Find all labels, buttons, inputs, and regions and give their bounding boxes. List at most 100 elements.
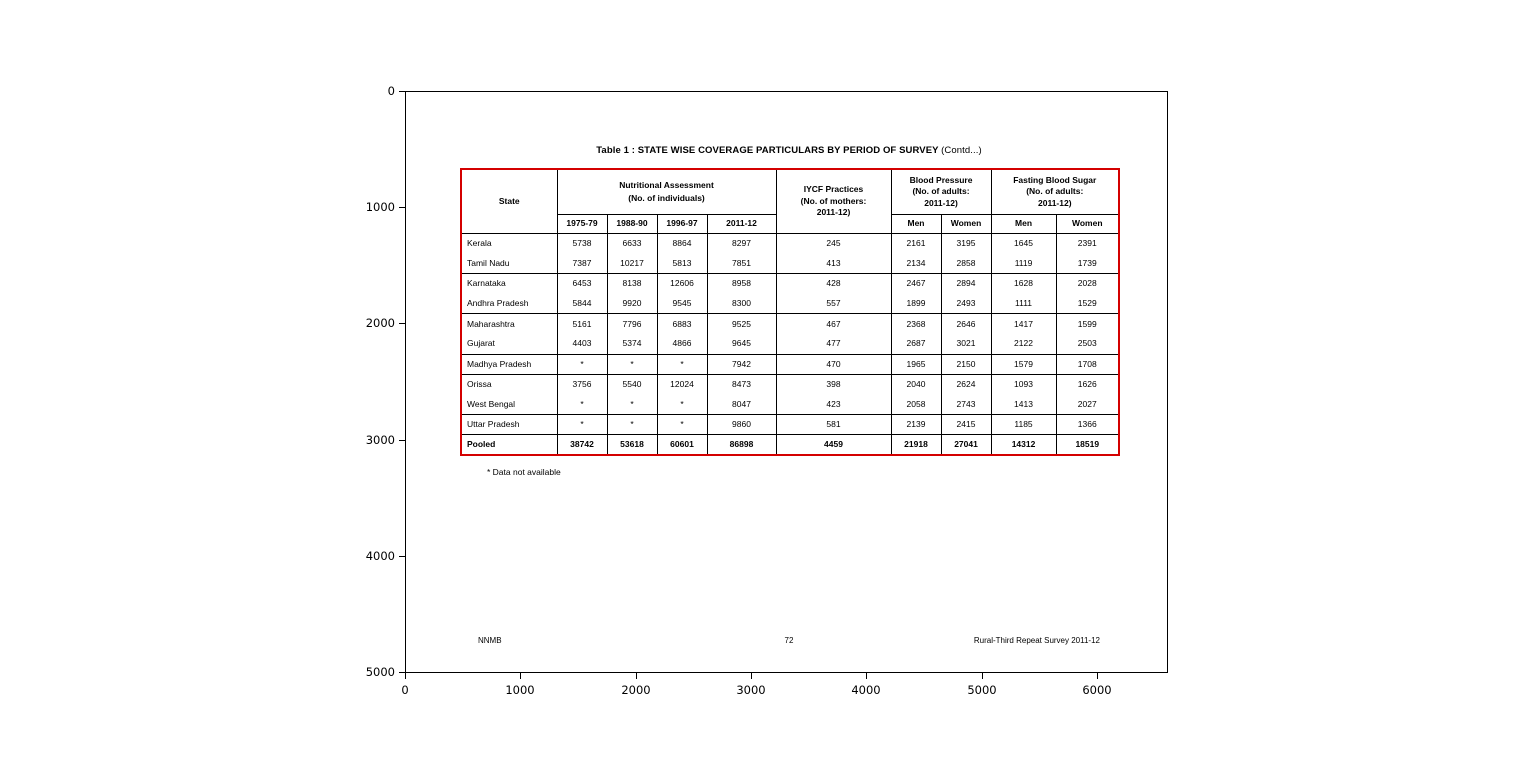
state-cell: Uttar Pradesh — [461, 414, 557, 436]
value-cell: 2858 — [940, 253, 992, 274]
header-nutritional-assessment: Nutritional Assessment (No. of individua… — [556, 169, 776, 215]
state-cell: Pooled — [467, 439, 496, 450]
footnote: * Data not available — [487, 467, 561, 477]
value-cell: 7796 — [606, 313, 657, 334]
state-cell: Andhra Pradesh — [461, 293, 557, 315]
header-fbs-women: Women — [1055, 214, 1120, 234]
value-cell: 8958 — [706, 273, 776, 294]
value-cell: 1529 — [1055, 293, 1120, 315]
header-na-line2: (No. of individuals) — [628, 192, 705, 203]
x-tick-label: 5000 — [967, 683, 997, 697]
value-cell: 245 — [775, 233, 891, 254]
value-cell: 2493 — [940, 293, 992, 315]
value-cell: 467 — [775, 313, 891, 334]
value-cell: 8473 — [706, 374, 776, 395]
value-cell: 60601 — [656, 434, 707, 455]
value-cell: 1366 — [1055, 414, 1120, 436]
y-tick-label: 0 — [387, 84, 395, 98]
value-cell: 1413 — [990, 394, 1057, 416]
value-cell: 2687 — [890, 333, 941, 355]
value-cell: * — [656, 394, 707, 416]
x-tick-mark — [751, 673, 752, 679]
value-cell: 5844 — [556, 293, 607, 315]
header-year-1996-97: 1996-97 — [656, 214, 707, 234]
value-cell: 10217 — [606, 253, 657, 274]
table-row: Pooled 38742 53618 60601 86898 4459 21918 27041… — [461, 434, 1120, 455]
x-tick-label: 1000 — [505, 683, 535, 697]
value-cell: 1708 — [1055, 354, 1120, 375]
value-cell: 2150 — [940, 354, 992, 375]
value-cell: 2467 — [890, 273, 941, 294]
value-cell: 7942 — [706, 354, 776, 375]
table-row: Uttar Pradesh * * * 9860 581 2139 2415 1185 1366 — [461, 414, 1120, 436]
y-tick-label: 2000 — [365, 316, 395, 330]
value-cell: * — [606, 354, 657, 375]
value-cell: 86898 — [706, 434, 776, 455]
value-cell: 18519 — [1055, 434, 1120, 455]
table-body: Kerala 5738 6633 8864 8297 245 2161 3195 1645 239… — [461, 233, 1120, 455]
value-cell: 2743 — [940, 394, 992, 416]
y-tick-label: 4000 — [365, 549, 395, 563]
x-tick-label: 2000 — [621, 683, 651, 697]
value-cell: 7851 — [706, 253, 776, 274]
value-cell: 27041 — [940, 434, 992, 455]
y-tick-mark — [399, 91, 405, 92]
header-iycf: IYCF Practices (No. of mothers: 2011-12) — [775, 169, 891, 234]
value-cell: 8047 — [706, 394, 776, 416]
value-cell: * — [556, 414, 607, 436]
value-cell: 9860 — [706, 414, 776, 436]
value-cell: 14312 — [990, 434, 1057, 455]
value-cell: 3756 — [556, 374, 607, 395]
value-cell: 2624 — [940, 374, 992, 395]
header-iycf-line1: IYCF Practices — [803, 184, 864, 194]
value-cell: 2894 — [940, 273, 992, 294]
y-tick-label: 3000 — [365, 433, 395, 447]
value-cell: 470 — [775, 354, 891, 375]
value-cell: 1739 — [1055, 253, 1120, 274]
y-tick-label: 5000 — [365, 665, 395, 679]
state-cell: Tamil Nadu — [461, 253, 557, 274]
y-tick-mark — [399, 556, 405, 557]
value-cell: 2058 — [890, 394, 941, 416]
table-row: Tamil Nadu 7387 10217 5813 7851 413 2134 2858 11… — [461, 253, 1120, 274]
value-cell: 1645 — [990, 233, 1057, 254]
value-cell: 7387 — [556, 253, 607, 274]
y-tick-label: 1000 — [365, 200, 395, 214]
y-tick-mark — [399, 323, 405, 324]
header-fbs-line1: Fasting Blood Sugar — [1013, 174, 1097, 185]
value-cell: 9525 — [706, 313, 776, 334]
header-iycf-line3: 2011-12) — [816, 207, 851, 217]
state-cell: Gujarat — [461, 333, 557, 355]
header-fbs-line3: 2011-12) — [1037, 197, 1072, 208]
value-cell: 2122 — [990, 333, 1057, 355]
value-cell: 413 — [775, 253, 891, 274]
value-cell: 3195 — [940, 233, 992, 254]
header-bp-men: Men — [890, 214, 941, 234]
value-cell: 2161 — [890, 233, 941, 254]
value-cell: * — [656, 414, 707, 436]
value-cell: 2040 — [890, 374, 941, 395]
y-tick-mark — [399, 440, 405, 441]
state-cell: Karnataka — [467, 278, 506, 289]
value-cell: 2368 — [890, 313, 941, 334]
y-tick-mark — [399, 207, 405, 208]
table-row: Karnataka 6453 8138 12606 8958 428 2467 2894 162… — [461, 273, 1120, 294]
footer-nnmb: NNMB — [478, 636, 502, 645]
header-year-2011-12: 2011-12 — [706, 214, 776, 234]
value-cell: 1965 — [890, 354, 941, 375]
value-cell: 2027 — [1055, 394, 1120, 416]
value-cell: 8297 — [706, 233, 776, 254]
x-tick-mark — [982, 673, 983, 679]
table-title-contd: (Contd...) — [941, 145, 982, 156]
value-cell: 4459 — [775, 434, 891, 455]
table-row: Maharashtra 5161 7796 6883 9525 467 2368 2646 14… — [461, 313, 1120, 334]
value-cell: 6883 — [656, 313, 707, 334]
state-cell: West Bengal — [461, 394, 557, 416]
value-cell: 423 — [775, 394, 891, 416]
x-tick-mark — [520, 673, 521, 679]
table-row: Gujarat 4403 5374 4866 9645 477 2687 3021 2122 25… — [461, 333, 1120, 355]
value-cell: 1579 — [990, 354, 1057, 375]
header-year-1988-90: 1988-90 — [606, 214, 657, 234]
value-cell: 1417 — [990, 313, 1057, 334]
